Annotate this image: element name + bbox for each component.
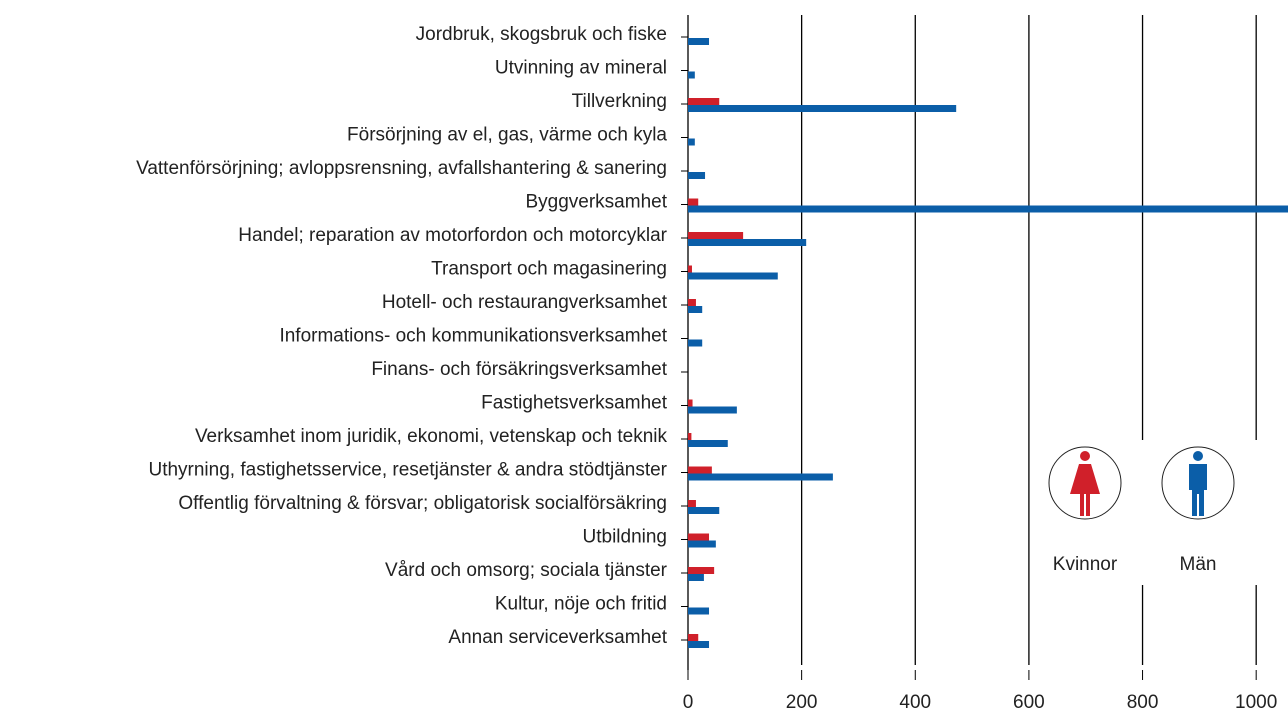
bar xyxy=(688,440,728,447)
bar xyxy=(688,306,703,313)
y-tick-label: Transport och magasinering xyxy=(431,259,667,280)
y-tick-label: Vattenförsörjning; avloppsrensning, avfa… xyxy=(136,158,667,179)
y-tick-label: Försörjning av el, gas, värme och kyla xyxy=(347,125,667,146)
bar xyxy=(688,466,712,474)
bar xyxy=(688,641,710,648)
y-tick-label: Verksamhet inom juridik, ekonomi, vetens… xyxy=(195,426,668,447)
x-tick-label: 600 xyxy=(1013,692,1045,713)
bar xyxy=(688,265,692,273)
bar xyxy=(688,533,710,541)
y-tick-label: Annan serviceverksamhet xyxy=(448,627,667,648)
y-tick-label: Uthyrning, fastighetsservice, resetjänst… xyxy=(148,460,667,481)
bar xyxy=(688,339,703,347)
x-tick-label: 200 xyxy=(786,692,818,713)
bar xyxy=(688,232,744,239)
legend-label: Män xyxy=(1180,554,1217,575)
bar xyxy=(688,105,957,112)
y-tick-label: Tillverkning xyxy=(572,91,667,112)
y-tick-label: Fastighetsverksamhet xyxy=(481,393,668,414)
bar xyxy=(688,567,715,574)
bar xyxy=(688,399,693,407)
bar xyxy=(688,205,1288,213)
legend-icon-head xyxy=(1080,451,1090,461)
y-tick-label: Informations- och kommunikationsverksamh… xyxy=(279,326,667,347)
bar xyxy=(688,71,695,79)
x-tick-label: 0 xyxy=(683,692,694,713)
bar xyxy=(688,507,720,514)
legend-icon-body xyxy=(1189,464,1207,516)
bar xyxy=(688,299,696,306)
bar xyxy=(688,198,699,206)
bar xyxy=(688,540,716,548)
legend-icon-body xyxy=(1070,464,1100,516)
y-tick-label: Hotell- och restaurangverksamhet xyxy=(382,292,668,313)
bar xyxy=(688,574,704,581)
bar xyxy=(688,172,706,179)
bar xyxy=(688,433,692,440)
bar xyxy=(688,138,695,146)
y-tick-label: Utbildning xyxy=(583,527,668,548)
x-tick-label: 1000 xyxy=(1235,692,1277,713)
x-tick-label: 400 xyxy=(899,692,931,713)
legend-icon-head xyxy=(1193,451,1203,461)
bar xyxy=(688,634,699,641)
bar xyxy=(688,239,807,246)
y-tick-label: Handel; reparation av motorfordon och mo… xyxy=(238,225,667,246)
bar xyxy=(688,38,710,45)
legend-label: Kvinnor xyxy=(1053,554,1118,575)
x-tick-label: 800 xyxy=(1127,692,1159,713)
bar xyxy=(688,607,710,615)
y-tick-label: Jordbruk, skogsbruk och fiske xyxy=(416,24,667,45)
y-tick-label: Offentlig förvaltning & försvar; obligat… xyxy=(178,493,667,514)
y-tick-label: Vård och omsorg; sociala tjänster xyxy=(385,560,668,581)
bar xyxy=(688,272,778,280)
bar xyxy=(688,98,720,105)
bar xyxy=(688,500,696,507)
y-tick-label: Kultur, nöje och fritid xyxy=(495,594,667,615)
y-tick-label: Finans- och försäkringsverksamhet xyxy=(371,359,667,380)
y-tick-label: Byggverksamhet xyxy=(525,192,667,213)
bar xyxy=(688,473,833,481)
bar xyxy=(688,406,737,414)
y-tick-label: Utvinning av mineral xyxy=(495,58,667,79)
